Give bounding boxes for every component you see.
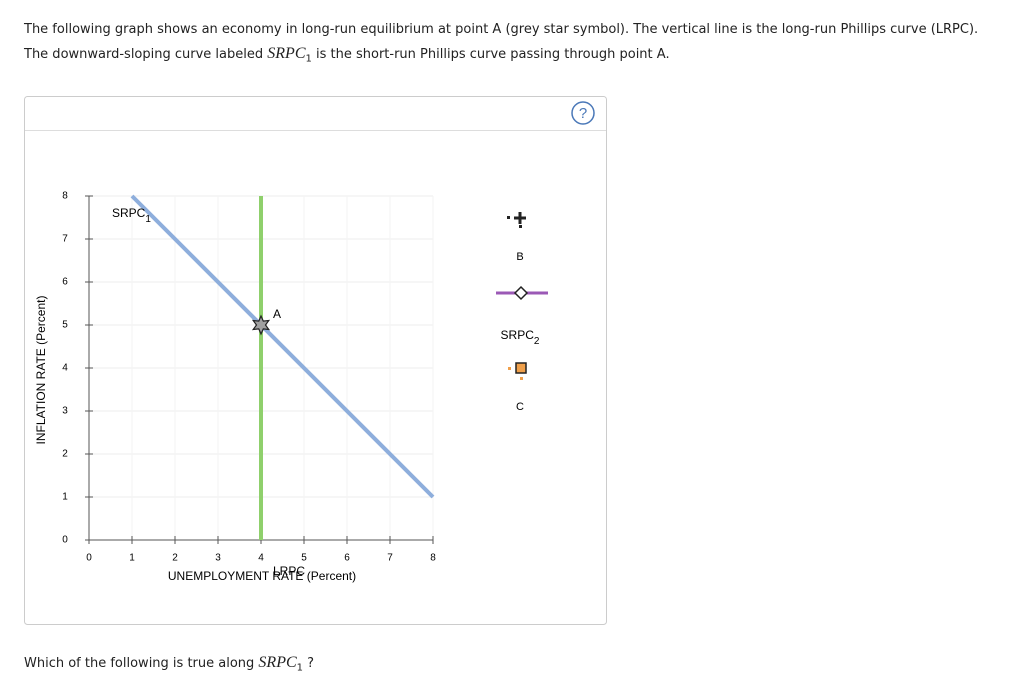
text: ?: [307, 656, 315, 671]
question: Which of the following is true along SRP…: [24, 654, 314, 674]
x-axis-label: UNEMPLOYMENT RATE (Percent): [168, 569, 356, 583]
math: SRPC: [258, 654, 297, 671]
help-icon[interactable]: [571, 101, 595, 125]
point-label: A: [273, 307, 281, 321]
text: The downward-sloping curve labeled: [24, 47, 264, 62]
x-tick-label: 2: [172, 553, 178, 564]
y-tick-label: 4: [62, 363, 68, 374]
cross-dot: [507, 216, 510, 219]
square-dot: [520, 377, 523, 380]
y-axis-label: INFLATION RATE (Percent): [34, 296, 48, 445]
x-tick-label: 3: [215, 553, 221, 564]
square-dot: [508, 367, 511, 370]
y-tick-label: 5: [62, 320, 68, 331]
y-tick-label: 1: [62, 492, 68, 503]
subscript: 1: [296, 662, 304, 674]
palette-label: B: [516, 251, 523, 263]
series-name: SRPC: [112, 206, 146, 220]
text: Which of the following is true along: [24, 656, 255, 671]
subscript: 2: [534, 336, 540, 347]
series-subscript: 1: [145, 214, 151, 225]
y-tick-label: 7: [62, 234, 68, 245]
subscript: 1: [305, 53, 312, 65]
y-tick-label: 0: [62, 535, 68, 546]
diamond-handle: [513, 285, 529, 301]
panel-border: [24, 96, 607, 625]
text: is the short-run Phillips curve passing …: [316, 47, 670, 62]
x-tick-label: 7: [387, 553, 393, 564]
series-line: [130, 194, 435, 499]
x-tick-label: 8: [430, 553, 436, 564]
x-tick-label: 0: [86, 553, 92, 564]
y-tick-label: 3: [62, 406, 68, 417]
x-tick-label: 4: [258, 553, 264, 564]
help-text[interactable]: ?: [579, 105, 587, 122]
palette-label: SRPC2: [501, 328, 540, 346]
y-tick-label: 2: [62, 449, 68, 460]
series-label: SRPC1: [112, 206, 151, 224]
intro-line: The downward-sloping curve labeled SRPC1…: [24, 45, 670, 65]
palette: B SRPC2 C: [496, 212, 548, 413]
x-tick-label: 5: [301, 553, 307, 564]
text: SRPC: [501, 328, 535, 342]
cross-dot: [519, 225, 522, 228]
intro-line: The following graph shows an economy in …: [24, 22, 979, 37]
point-marker: [251, 314, 271, 336]
x-tick-label: 6: [344, 553, 350, 564]
square-tool[interactable]: [515, 362, 527, 374]
series-name: LRPC: [273, 564, 305, 578]
cross-tool[interactable]: [514, 212, 526, 224]
y-tick-label: 8: [62, 191, 68, 202]
graph-panel: ? B SRPC2 C UNEMPLOYMENT RATE (Percent) …: [24, 96, 607, 625]
x-tick-label: 1: [129, 553, 135, 564]
series-label: LRPC: [273, 564, 305, 578]
math: SRPC: [267, 45, 306, 62]
y-tick-label: 6: [62, 277, 68, 288]
palette-label: C: [516, 401, 524, 413]
